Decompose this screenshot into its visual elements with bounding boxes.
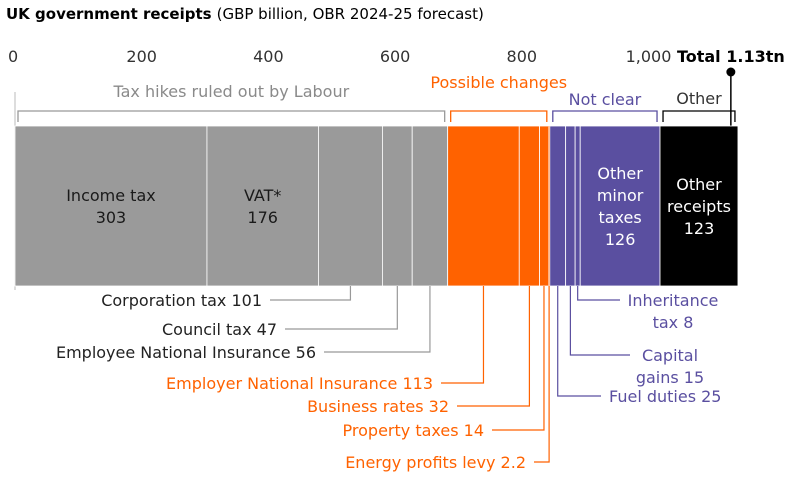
- segment-inside-label: VAT*: [244, 186, 281, 205]
- group-bracket-possible: [450, 110, 548, 122]
- segment-inside-label: receipts: [667, 197, 731, 216]
- callout-leader: [324, 286, 431, 353]
- bar-segment-employee-national-insurance: [411, 125, 449, 287]
- group-bracket-ruled_out: [17, 110, 446, 122]
- segment-inside-label: 303: [96, 208, 127, 227]
- axis-tick-label: 200: [126, 47, 157, 66]
- bar-segment-vat-: [206, 125, 319, 287]
- chart-title-line: UK government receipts (GBP billion, OBR …: [6, 5, 484, 23]
- callout-leader: [441, 286, 485, 384]
- group-label-possible: Possible changes: [430, 73, 567, 92]
- callout-label: Council tax 47: [162, 320, 277, 339]
- group-brackets: Tax hikes ruled out by Labour Possible ch…: [17, 73, 736, 122]
- group-label-not_clear: Not clear: [569, 90, 642, 109]
- segment-inside-label: minor: [597, 186, 644, 205]
- group-bracket-other: [662, 110, 736, 122]
- segment-inside-label: Other: [597, 164, 643, 183]
- callout-label: tax 8: [653, 313, 694, 332]
- stacked-bar: Income tax 303 VAT* 176 Other minor taxes 126 Ot…: [14, 125, 739, 287]
- bar-segment-employer-national-insurance: [447, 125, 520, 287]
- callout-label: Employee National Insurance 56: [56, 343, 316, 362]
- callout-label: gains 15: [636, 368, 704, 387]
- bar-segment-business-rates: [518, 125, 540, 287]
- chart-subtitle: (GBP billion, OBR 2024-25 forecast): [217, 5, 484, 23]
- callout-leader: [577, 286, 620, 301]
- segment-inside-label: 126: [605, 230, 636, 249]
- callout-leader: [569, 286, 630, 356]
- callout-leader: [557, 286, 601, 397]
- chart-title: UK government receipts: [6, 5, 212, 23]
- group-bracket-not_clear: [552, 110, 658, 122]
- axis-tick-label: 0: [8, 47, 18, 66]
- bar-segment-other-minor-taxes: [579, 125, 661, 287]
- callout-label: Property taxes 14: [343, 421, 484, 440]
- group-label-ruled_out: Tax hikes ruled out by Labour: [113, 82, 350, 101]
- callout-leader: [457, 286, 531, 407]
- bar-segment-fuel-duties: [549, 125, 567, 287]
- bar-segment-income-tax: [14, 125, 208, 287]
- callout-label: Fuel duties 25: [609, 387, 721, 406]
- bar-segment-property-taxes: [539, 125, 549, 287]
- bar-segment-other-receipts: [659, 125, 739, 287]
- group-label-other: Other: [676, 89, 722, 108]
- segment-inside-label: Income tax: [66, 186, 156, 205]
- axis-tick-label: 400: [253, 47, 284, 66]
- callouts: Corporation tax 101 Council tax 47 Employe…: [56, 286, 721, 472]
- callout-label: Corporation tax 101: [101, 291, 262, 310]
- callout-leader: [534, 286, 550, 463]
- bar-segment-corporation-tax: [318, 125, 383, 287]
- callout-label: Employer National Insurance 113: [166, 374, 433, 393]
- axis-tick-label: 600: [380, 47, 411, 66]
- axis-tick-label: 800: [507, 47, 538, 66]
- callout-leader: [492, 286, 545, 431]
- bar-segment-inheritance-tax: [574, 125, 581, 287]
- bar-segment-council-tax: [382, 125, 413, 287]
- callout-label: Energy profits levy 2.2: [345, 453, 526, 472]
- segment-inside-label: taxes: [599, 208, 642, 227]
- segment-inside-label: 176: [247, 208, 278, 227]
- total-label: Total 1.13tn: [677, 47, 785, 66]
- axis-tick-label: 1,000: [626, 47, 672, 66]
- callout-leader: [270, 286, 352, 301]
- segment-inside-label: Other: [676, 175, 722, 194]
- callout-leader: [285, 286, 398, 330]
- bar-segment-capital-gains: [565, 125, 576, 287]
- segment-inside-label: 123: [684, 219, 715, 238]
- callout-label: Business rates 32: [307, 397, 449, 416]
- callout-label: Inheritance: [628, 291, 719, 310]
- callout-label: Capital: [642, 346, 698, 365]
